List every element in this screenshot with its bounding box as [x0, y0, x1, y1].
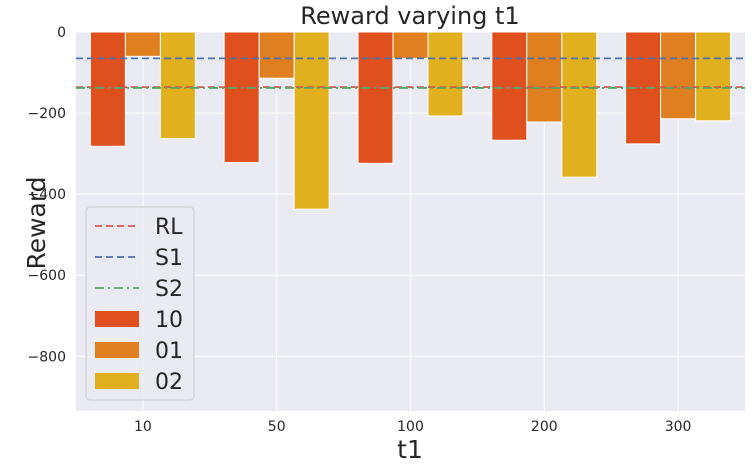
legend: RL S1 S2 10 01 02 [85, 206, 195, 401]
bar [89, 31, 126, 147]
bar [293, 31, 330, 210]
legend-label: S2 [155, 277, 183, 302]
legend-label: 10 [155, 308, 183, 333]
legend-label: 02 [155, 370, 183, 395]
bar [258, 31, 295, 79]
bar [124, 31, 161, 57]
y-tick-label: −400 [28, 187, 66, 203]
legend-patch-swatch [95, 342, 139, 358]
legend-patch-swatch [95, 311, 139, 327]
bar [392, 31, 429, 59]
x-axis-title: t1 [397, 435, 423, 464]
reference-lines [76, 57, 745, 89]
bar [695, 31, 732, 122]
x-tick-label: 300 [665, 419, 692, 435]
bar [491, 31, 528, 141]
bars [89, 31, 732, 210]
tick-labels: 0 −200 −400 −600 −800 10 50 100 200 300 [28, 25, 692, 435]
bar [159, 31, 196, 140]
x-tick-label: 200 [531, 419, 558, 435]
y-tick-label: −800 [28, 349, 66, 365]
chart-title: Reward varying t1 [300, 2, 519, 30]
y-tick-label: −600 [28, 268, 66, 284]
legend-label: S1 [155, 246, 183, 271]
legend-patch-swatch [95, 373, 139, 389]
bar [526, 31, 563, 123]
legend-label: RL [155, 215, 183, 240]
bar [660, 31, 697, 120]
bar [357, 31, 394, 164]
legend-label: 01 [155, 339, 183, 364]
x-tick-label: 100 [397, 419, 424, 435]
bar [223, 31, 260, 164]
y-tick-label: −200 [28, 106, 66, 122]
y-axis-title: Reward [22, 176, 51, 269]
y-tick-label: 0 [57, 25, 66, 41]
x-tick-label: 50 [268, 419, 286, 435]
x-tick-label: 10 [134, 419, 152, 435]
bar [561, 31, 598, 178]
bar [427, 31, 464, 117]
